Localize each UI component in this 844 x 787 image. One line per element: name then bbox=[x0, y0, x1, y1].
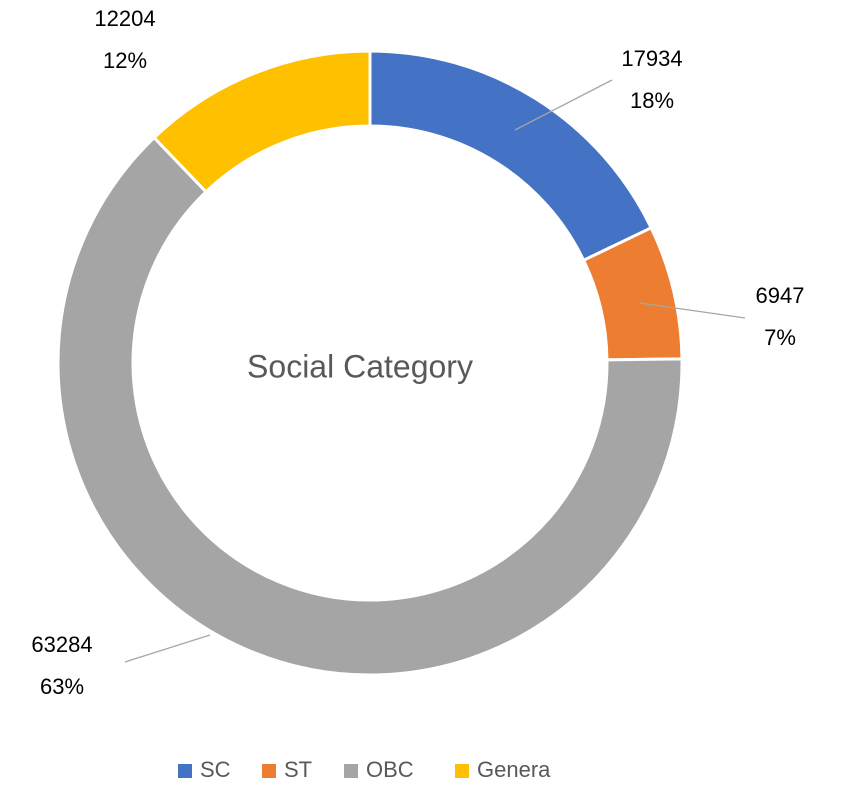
legend-label: ST bbox=[284, 757, 312, 782]
legend-swatch bbox=[455, 764, 469, 778]
legend-label: OBC bbox=[366, 757, 414, 782]
data-label: 12204 bbox=[94, 6, 155, 31]
donut-segment bbox=[152, 49, 372, 194]
leader-line bbox=[124, 634, 211, 663]
percent-label: 12% bbox=[103, 48, 147, 73]
leader-line bbox=[514, 79, 613, 131]
leader-line bbox=[639, 302, 746, 319]
legend-swatch bbox=[344, 764, 358, 778]
data-label: 6947 bbox=[756, 283, 805, 308]
legend-label: Genera bbox=[477, 757, 551, 782]
data-label: 63284 bbox=[31, 632, 92, 657]
chart-title: Social Category bbox=[247, 348, 473, 384]
percent-label: 63% bbox=[40, 674, 84, 699]
donut-segment bbox=[56, 135, 684, 677]
legend-swatch bbox=[262, 764, 276, 778]
donut-segment bbox=[368, 49, 654, 263]
data-label: 17934 bbox=[621, 46, 682, 71]
legend-label: SC bbox=[200, 757, 231, 782]
percent-label: 7% bbox=[764, 325, 796, 350]
legend-swatch bbox=[178, 764, 192, 778]
percent-label: 18% bbox=[630, 88, 674, 113]
